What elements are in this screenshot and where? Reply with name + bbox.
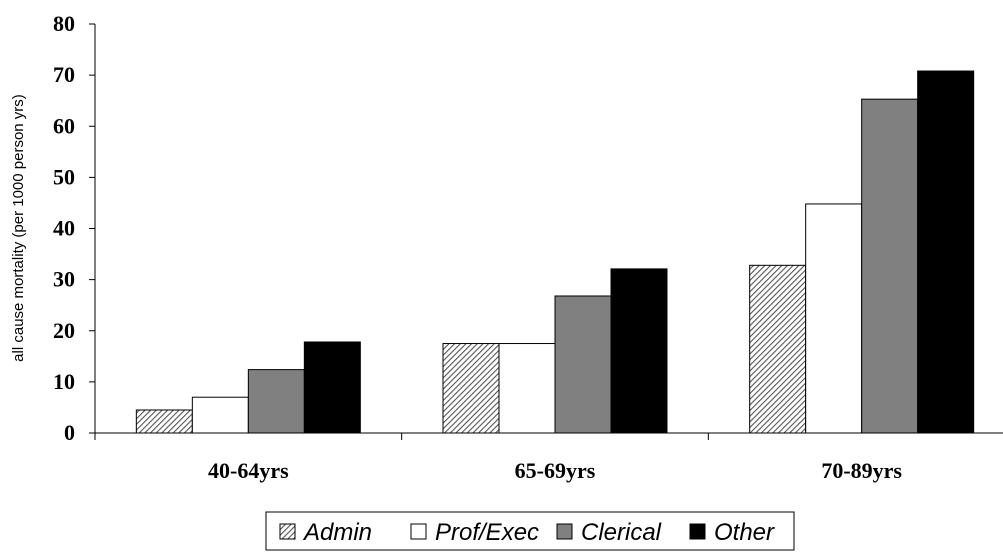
bar-prof-exec-40-64yrs [191, 396, 249, 434]
legend-swatch-other [689, 523, 706, 540]
bar-other-40-64yrs [303, 341, 361, 434]
bar-admin-40-64yrs [135, 409, 193, 434]
bar-prof-exec-65-69yrs [498, 343, 556, 434]
y-tick-label: 30 [53, 267, 75, 292]
bar-prof-exec-70-89yrs [805, 203, 863, 434]
x-tick-label: 65-69yrs [515, 458, 596, 483]
legend-swatch-prof-exec [410, 523, 427, 540]
legend-swatch-clerical [556, 523, 573, 540]
legend-label-admin: Admin [302, 519, 372, 546]
y-tick-label: 50 [53, 164, 75, 189]
y-tick-label: 20 [53, 318, 75, 343]
bar-admin-70-89yrs [749, 264, 807, 434]
legend-label-other: Other [714, 519, 775, 546]
legend: Admin Prof/Exec Clerical Other [265, 511, 795, 551]
y-tick-label: 60 [53, 113, 75, 138]
bar-clerical-65-69yrs [554, 295, 612, 434]
legend-swatch-admin [279, 523, 296, 540]
y-tick-label: 40 [53, 216, 75, 241]
bars [135, 70, 975, 434]
y-axis-label: all cause mortality (per 1000 person yrs… [10, 94, 27, 362]
axes: 40-64yrs 65-69yrs 70-89yrs 0 10 20 30 40 50 60 70 8… [53, 11, 1003, 483]
legend-label-clerical: Clerical [581, 519, 662, 546]
legend-border [265, 511, 795, 551]
bar-admin-65-69yrs [442, 343, 500, 434]
bar-other-65-69yrs [610, 268, 668, 434]
y-tick-label: 70 [53, 62, 75, 87]
bar-clerical-40-64yrs [247, 369, 305, 434]
y-tick-label: 0 [64, 420, 75, 445]
bar-clerical-70-89yrs [861, 98, 919, 434]
x-tick-label: 70-89yrs [821, 458, 902, 483]
x-tick-label: 40-64yrs [208, 458, 289, 483]
y-tick-label: 80 [53, 11, 75, 36]
y-tick-label: 10 [53, 369, 75, 394]
bar-other-70-89yrs [917, 70, 975, 434]
legend-label-prof-exec: Prof/Exec [435, 519, 539, 546]
